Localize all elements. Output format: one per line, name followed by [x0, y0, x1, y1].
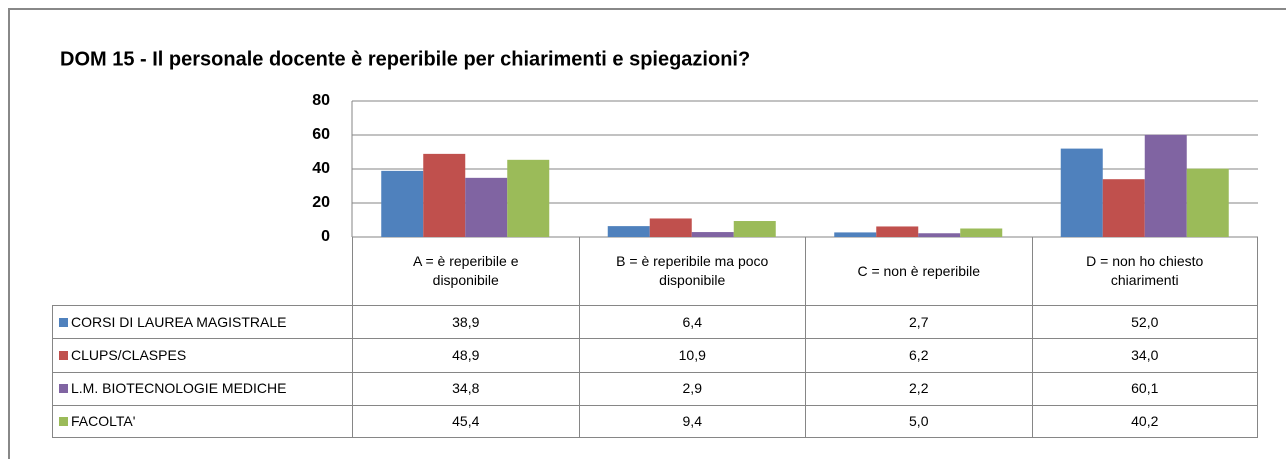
- legend-key: [59, 417, 68, 427]
- legend-entry: CLUPS/CLASPES: [52, 338, 352, 372]
- bar: [834, 232, 877, 237]
- table-value: 6,2: [805, 338, 1032, 372]
- category-label: B = è reperibile ma poco disponibile: [578, 237, 806, 305]
- bar: [960, 228, 1003, 237]
- legend-label: CORSI DI LAUREA MAGISTRALE: [71, 313, 287, 330]
- legend-key: [59, 384, 68, 394]
- legend-label: CLUPS/CLASPES: [71, 346, 187, 363]
- table-value: 9,4: [578, 404, 805, 439]
- bar: [918, 233, 961, 237]
- chart-frame: [8, 8, 1286, 459]
- bar: [691, 232, 734, 237]
- table-value: 48,9: [352, 338, 579, 372]
- bar: [733, 221, 776, 237]
- table-value: 2,2: [805, 371, 1032, 405]
- table-value: 52,0: [1031, 305, 1258, 339]
- category-label: D = non ho chiesto chiarimenti: [1031, 237, 1258, 305]
- bar: [381, 170, 424, 237]
- table-value: 45,4: [352, 404, 579, 439]
- bar: [465, 177, 508, 237]
- bar: [423, 153, 466, 237]
- bar: [649, 218, 692, 237]
- category-label: C = non è reperibile: [805, 237, 1032, 305]
- bar: [1102, 179, 1145, 237]
- legend-entry: L.M. BIOTECNOLOGIE MEDICHE: [52, 371, 352, 405]
- y-tick-label: 40: [312, 160, 330, 177]
- table-value: 38,9: [352, 305, 579, 339]
- legend-label: L.M. BIOTECNOLOGIE MEDICHE: [71, 380, 287, 397]
- table-value: 2,7: [805, 305, 1032, 339]
- table-value: 34,0: [1031, 338, 1258, 372]
- category-label: A = è reperibile e disponibile: [352, 237, 579, 305]
- chart-title: DOM 15 - Il personale docente è reperibi…: [60, 48, 750, 70]
- bar: [1186, 168, 1229, 237]
- table-value: 10,9: [578, 338, 805, 372]
- legend-label: FACOLTA': [71, 413, 136, 430]
- legend-entry: CORSI DI LAUREA MAGISTRALE: [52, 305, 352, 339]
- y-tick-label: 60: [312, 126, 330, 143]
- y-tick-label: 20: [312, 194, 330, 211]
- table-value: 60,1: [1031, 371, 1258, 405]
- table-value: 40,2: [1031, 404, 1258, 439]
- table-value: 6,4: [578, 305, 805, 339]
- bar: [1060, 148, 1103, 237]
- y-tick-label: 0: [321, 228, 330, 245]
- table-value: 2,9: [578, 371, 805, 405]
- bar: [876, 226, 919, 237]
- bar: [507, 159, 550, 237]
- y-tick-label: 80: [312, 92, 330, 109]
- table-value: 5,0: [805, 404, 1032, 439]
- bar: [607, 226, 650, 237]
- legend-entry: FACOLTA': [52, 404, 352, 439]
- bar: [1144, 134, 1187, 237]
- legend-key: [59, 350, 68, 360]
- table-value: 34,8: [352, 371, 579, 405]
- legend-key: [59, 317, 68, 327]
